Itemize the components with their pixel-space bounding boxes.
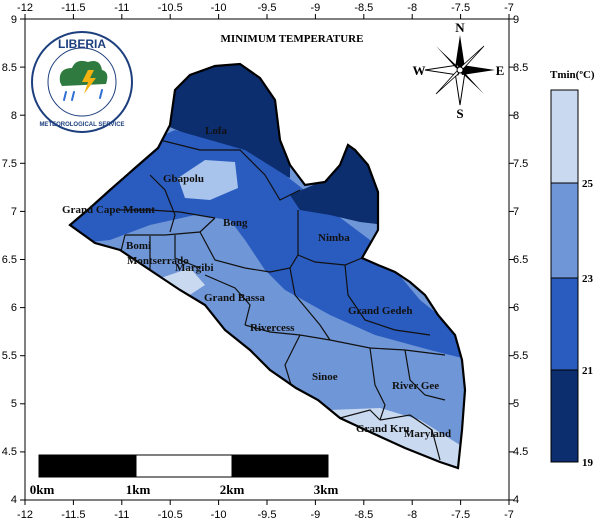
- x-tick-label: -12: [17, 2, 33, 14]
- county-label-nimba: Nimba: [318, 232, 350, 244]
- county-label-grand-bassa: Grand Bassa: [204, 292, 265, 304]
- compass-west-label: W: [413, 63, 426, 78]
- x-tick-label: -8: [407, 509, 417, 521]
- y-tick-label: 8: [513, 110, 519, 122]
- x-tick-label: -12: [17, 509, 33, 521]
- y-tick-label: 4: [513, 494, 519, 506]
- county-label-rivercess: Rivercess: [250, 322, 295, 334]
- temp-zone-19-21-lofa: [150, 64, 290, 178]
- y-tick-label: 5: [11, 398, 17, 410]
- x-tick-label: -10: [211, 509, 227, 521]
- x-tick-label: -7.5: [451, 2, 470, 14]
- county-label-bomi: Bomi: [126, 240, 151, 252]
- scale-bar: 0km 1km 2km 3km: [30, 454, 339, 497]
- x-tick-label: -8.5: [354, 509, 373, 521]
- county-label-river-gee: River Gee: [392, 380, 439, 392]
- x-tick-label: -10.5: [158, 2, 183, 14]
- scale-label-3: 3km: [314, 482, 339, 497]
- compass-south-label: S: [456, 106, 463, 121]
- county-label-montserrado: Montserrado: [127, 255, 189, 267]
- county-label-margibi: Margibi: [175, 262, 214, 274]
- county-label-bong: Bong: [223, 217, 248, 229]
- compass-north-label: N: [455, 20, 465, 35]
- legend-swatch-top: [550, 89, 579, 184]
- x-tick-label: -11.5: [61, 509, 85, 521]
- x-tick-label: -9.5: [258, 509, 277, 521]
- county-label-lofa: Lofa: [205, 125, 228, 137]
- axis-ticks: [20, 14, 514, 505]
- x-tick-label: -7: [504, 509, 514, 521]
- x-tick-label: -11.5: [61, 2, 85, 14]
- compass-icon: N S W E: [413, 20, 505, 121]
- y-tick-label: 8.5: [513, 62, 528, 74]
- temp-zone-21-23-capemount: [95, 208, 122, 232]
- legend-tick-label: 23: [582, 273, 594, 285]
- compass-east-label: E: [496, 63, 505, 78]
- y-tick-label: 7.5: [513, 158, 528, 170]
- liberia-met-logo: LIBERIA METEOROLOGICAL SERVICE: [31, 31, 133, 133]
- temp-zone-23-25-central: [178, 160, 238, 200]
- legend: Tmin(ºC) 25 23 21 19: [550, 69, 595, 469]
- x-tick-label: -11: [114, 509, 129, 521]
- county-label-grand-cape-mount: Grand Cape Mount: [62, 204, 155, 216]
- y-tick-label: 8.5: [2, 62, 17, 74]
- x-tick-label: -10: [211, 2, 227, 14]
- x-tick-label: -10.5: [158, 509, 183, 521]
- x-tick-labels-top: -12 -11.5 -11 -10.5 -10 -9.5 -9 -8.5 -8 …: [17, 2, 514, 14]
- x-tick-label: -7.5: [451, 509, 470, 521]
- y-tick-label: 7: [513, 206, 519, 218]
- y-tick-labels-left: 9 8.5 8 7.5 7 6.5 6 5.5 5 4.5 4: [2, 14, 17, 506]
- y-tick-label: 4: [11, 494, 17, 506]
- legend-tick-label: 21: [582, 365, 593, 377]
- x-tick-label: -9: [311, 2, 321, 14]
- y-tick-label: 5.5: [2, 350, 17, 362]
- y-tick-label: 6: [11, 302, 17, 314]
- county-label-grand-gedeh: Grand Gedeh: [348, 305, 412, 317]
- map-title: MINIMUM TEMPERATURE: [221, 33, 364, 45]
- rain-icon: [63, 89, 103, 101]
- scale-label-0: 0km: [30, 482, 55, 497]
- y-tick-label: 6.5: [513, 254, 528, 266]
- logo-title: LIBERIA: [58, 37, 106, 51]
- y-tick-label: 9: [11, 14, 17, 26]
- x-tick-label: -8.5: [354, 2, 373, 14]
- y-tick-label: 4.5: [513, 446, 528, 458]
- county-label-grand-kru: Grand Kru: [356, 423, 409, 435]
- y-tick-labels-right: 9 8.5 8 7.5 7 6.5 6 5.5 5 4.5 4: [513, 14, 528, 506]
- temp-zone-23-25-se: [330, 408, 460, 468]
- county-label-gbapolu: Gbapolu: [163, 173, 204, 185]
- county-label-maryland: Maryland: [404, 428, 451, 440]
- legend-swatch-2: [550, 182, 579, 279]
- y-tick-label: 7.5: [2, 158, 17, 170]
- x-tick-labels-bottom: -12 -11.5 -11 -10.5 -10 -9.5 -9 -8.5 -8 …: [17, 509, 514, 521]
- cloud-icon: [59, 60, 108, 86]
- y-tick-label: 4.5: [2, 446, 17, 458]
- scale-label-1: 1km: [126, 482, 151, 497]
- legend-swatch-bottom: [550, 369, 579, 463]
- legend-tick-label: 25: [582, 178, 594, 190]
- county-label-sinoe: Sinoe: [312, 371, 338, 383]
- y-tick-label: 6: [513, 302, 519, 314]
- y-tick-label: 7: [11, 206, 17, 218]
- temp-zone-19-21-nimba: [290, 140, 385, 225]
- x-tick-label: -11: [114, 2, 129, 14]
- x-tick-label: -9: [311, 509, 321, 521]
- scale-label-2: 2km: [220, 482, 245, 497]
- y-tick-label: 5.5: [513, 350, 528, 362]
- x-tick-label: -7: [504, 2, 514, 14]
- county-boundaries: [119, 139, 446, 461]
- logo-subtitle: METEOROLOGICAL SERVICE: [39, 122, 124, 128]
- y-tick-label: 5: [513, 398, 519, 410]
- county-labels: Lofa Gbapolu Grand Cape Mount Bong Nimba…: [62, 125, 451, 440]
- y-tick-label: 8: [11, 110, 17, 122]
- x-tick-label: -8: [407, 2, 417, 14]
- lightning-icon: [82, 70, 96, 94]
- legend-title: Tmin(ºC): [550, 69, 595, 81]
- legend-swatch-3: [550, 277, 579, 371]
- y-tick-label: 6.5: [2, 254, 17, 266]
- y-tick-label: 9: [513, 14, 519, 26]
- legend-tick-label: 19: [582, 457, 594, 469]
- x-tick-label: -9.5: [258, 2, 277, 14]
